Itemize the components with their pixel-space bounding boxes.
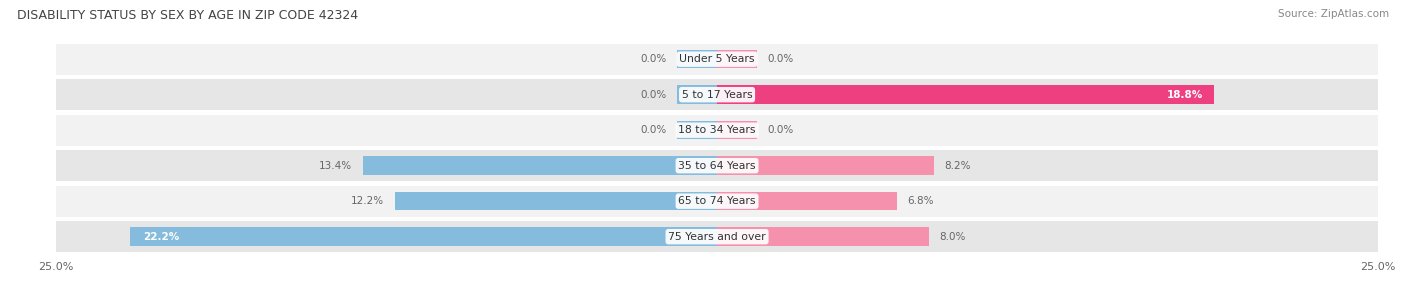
Text: 18.8%: 18.8% bbox=[1167, 90, 1204, 100]
Text: 18 to 34 Years: 18 to 34 Years bbox=[678, 125, 756, 135]
Bar bbox=[678, 121, 717, 139]
Bar bbox=[717, 192, 897, 210]
Bar bbox=[717, 85, 1213, 104]
Bar bbox=[717, 121, 756, 139]
Text: Under 5 Years: Under 5 Years bbox=[679, 54, 755, 64]
Text: 6.8%: 6.8% bbox=[907, 196, 934, 206]
Bar bbox=[56, 150, 1378, 181]
Text: 0.0%: 0.0% bbox=[641, 125, 666, 135]
Text: 0.0%: 0.0% bbox=[768, 54, 793, 64]
Bar bbox=[56, 221, 1378, 252]
Bar bbox=[717, 156, 934, 175]
Text: 5 to 17 Years: 5 to 17 Years bbox=[682, 90, 752, 100]
Text: 22.2%: 22.2% bbox=[143, 232, 180, 242]
Text: 13.4%: 13.4% bbox=[319, 161, 353, 171]
Text: Source: ZipAtlas.com: Source: ZipAtlas.com bbox=[1278, 9, 1389, 19]
Text: 8.0%: 8.0% bbox=[939, 232, 966, 242]
Text: 8.2%: 8.2% bbox=[945, 161, 972, 171]
Text: 75 Years and over: 75 Years and over bbox=[668, 232, 766, 242]
Bar bbox=[56, 115, 1378, 146]
Text: 0.0%: 0.0% bbox=[641, 54, 666, 64]
Text: 65 to 74 Years: 65 to 74 Years bbox=[678, 196, 756, 206]
Bar bbox=[56, 185, 1378, 217]
Bar bbox=[131, 228, 717, 246]
Bar bbox=[56, 79, 1378, 110]
Bar bbox=[56, 44, 1378, 75]
Bar bbox=[395, 192, 717, 210]
Bar bbox=[717, 50, 756, 68]
Text: DISABILITY STATUS BY SEX BY AGE IN ZIP CODE 42324: DISABILITY STATUS BY SEX BY AGE IN ZIP C… bbox=[17, 9, 359, 22]
Text: 0.0%: 0.0% bbox=[768, 125, 793, 135]
Text: 12.2%: 12.2% bbox=[352, 196, 384, 206]
Bar bbox=[678, 85, 717, 104]
Bar bbox=[678, 50, 717, 68]
Bar bbox=[717, 228, 928, 246]
Text: 35 to 64 Years: 35 to 64 Years bbox=[678, 161, 756, 171]
Bar bbox=[363, 156, 717, 175]
Text: 0.0%: 0.0% bbox=[641, 90, 666, 100]
